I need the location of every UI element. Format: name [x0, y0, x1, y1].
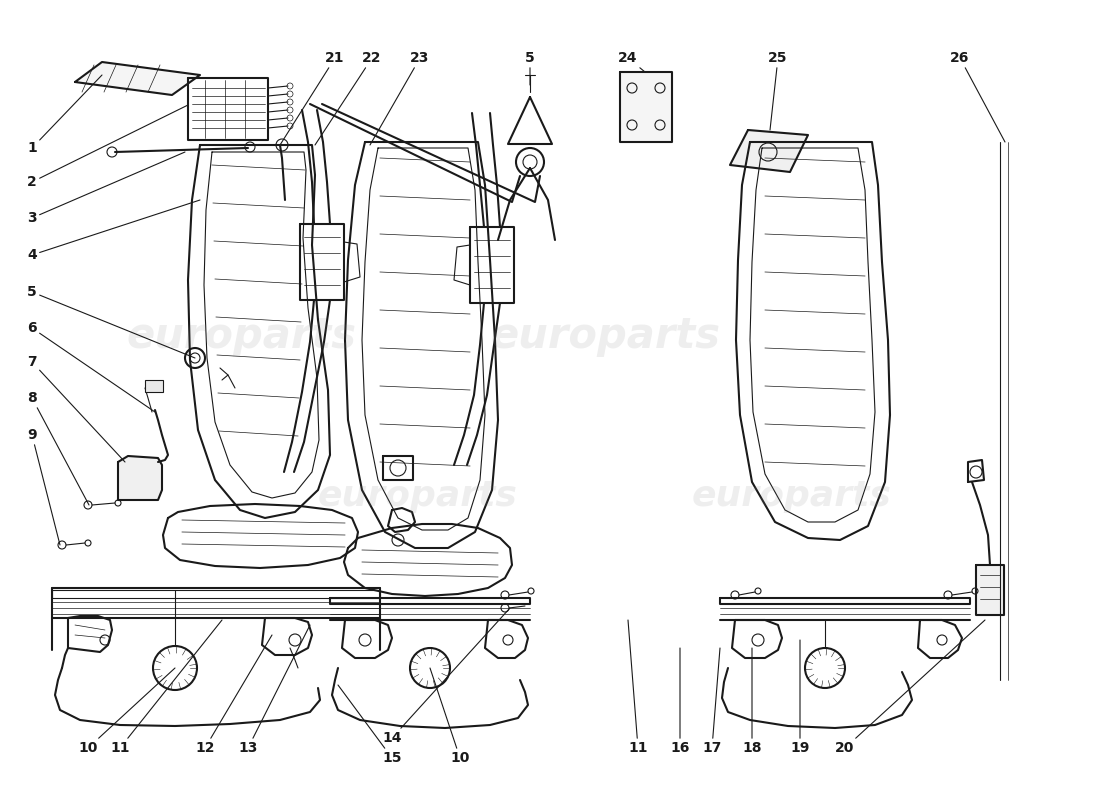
Text: 17: 17	[702, 648, 722, 755]
Text: 19: 19	[790, 640, 810, 755]
Text: 13: 13	[239, 625, 310, 755]
Text: 6: 6	[28, 321, 155, 412]
Text: europarts: europarts	[318, 479, 518, 513]
Text: 24: 24	[618, 51, 645, 72]
Polygon shape	[620, 72, 672, 142]
Text: 10: 10	[78, 668, 175, 755]
Text: 14: 14	[383, 608, 510, 745]
Polygon shape	[730, 130, 808, 172]
Text: 7: 7	[28, 355, 125, 462]
Text: 5: 5	[525, 51, 535, 85]
Text: 15: 15	[338, 685, 402, 765]
Polygon shape	[75, 62, 200, 95]
Text: 22: 22	[315, 51, 382, 145]
Polygon shape	[118, 456, 162, 500]
Text: europarts: europarts	[126, 315, 358, 357]
Text: 16: 16	[670, 648, 690, 755]
Text: 25: 25	[768, 51, 788, 130]
Text: 3: 3	[28, 152, 185, 225]
Text: 23: 23	[370, 51, 430, 145]
Text: 21: 21	[280, 51, 344, 145]
Text: 1: 1	[28, 75, 102, 155]
Polygon shape	[976, 565, 1004, 615]
Text: 12: 12	[196, 635, 272, 755]
Text: 8: 8	[28, 391, 89, 505]
Text: 11: 11	[628, 620, 648, 755]
Text: 9: 9	[28, 428, 60, 545]
Text: europarts: europarts	[692, 479, 892, 513]
Text: 4: 4	[28, 200, 200, 262]
Text: 20: 20	[835, 620, 984, 755]
Text: 26: 26	[950, 51, 1005, 142]
Bar	[145, 380, 163, 392]
Text: 18: 18	[742, 648, 761, 755]
Text: 11: 11	[110, 620, 222, 755]
Text: 5: 5	[28, 285, 195, 358]
Text: europarts: europarts	[490, 315, 720, 357]
Text: 2: 2	[28, 105, 188, 189]
Text: 10: 10	[430, 668, 470, 765]
